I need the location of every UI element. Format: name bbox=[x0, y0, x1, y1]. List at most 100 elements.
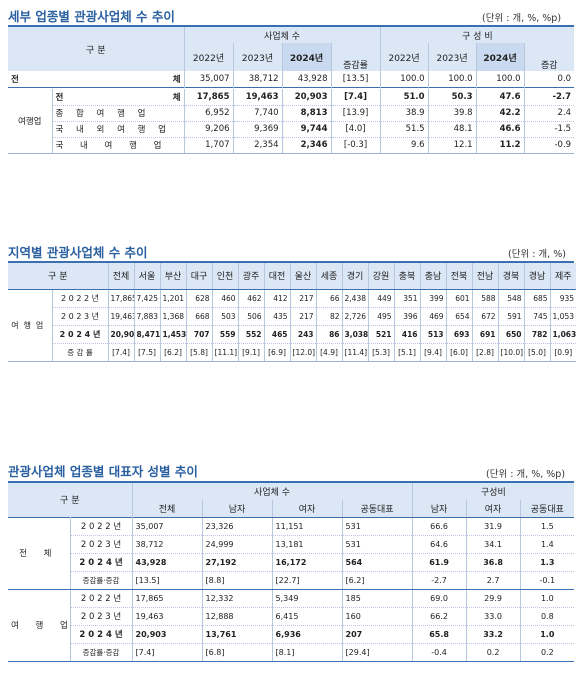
t3-cell: 17,865 bbox=[132, 589, 203, 608]
t2-col-head: 충남 bbox=[420, 263, 447, 290]
t1-total-v: 0.0 bbox=[557, 73, 572, 84]
t3-row: 2 0 2 4 년 43,928 27,192 16,172 564 61.9 36.8 1.… bbox=[8, 553, 575, 572]
t3-cell: 33.0 bbox=[466, 607, 521, 626]
t2-cell: [6.0] bbox=[446, 343, 473, 362]
t2-cell: 654 bbox=[446, 307, 473, 326]
t1-table: 구 분 사업체 수 구 성 비 2022년 2023년 2024년 증감률 20… bbox=[8, 27, 575, 154]
t3-cell: 29.9 bbox=[466, 589, 521, 608]
t1-cell: 47.6 bbox=[476, 89, 525, 106]
t3-col-head: 전체 bbox=[132, 500, 203, 518]
t1-cell: 46.6 bbox=[476, 121, 525, 138]
t3-cell: 564 bbox=[342, 553, 413, 572]
t1-cell: 42.2 bbox=[476, 105, 525, 122]
t1-cell: 9,744 bbox=[282, 121, 332, 138]
t2-cell: 668 bbox=[186, 307, 213, 326]
t1-row: 종 합 여 행 업 6,952 7,740 8,813 [13.9] 38.9 … bbox=[8, 105, 575, 122]
t1-cell: -2.7 bbox=[524, 89, 575, 106]
t2-cell: 82 bbox=[316, 307, 343, 326]
t2-cell: [9.1] bbox=[238, 343, 265, 362]
t3-cell: [6.8] bbox=[202, 643, 273, 662]
t3-cell: 0.8 bbox=[520, 607, 575, 626]
t2-col-head: 서울 bbox=[134, 263, 161, 290]
t2-cell: 8,471 bbox=[134, 325, 161, 344]
t3-row-label: 2 0 2 3 년 bbox=[70, 535, 133, 554]
t3-cell: 5,349 bbox=[272, 589, 343, 608]
t1-unit: (단위 : 개, %, %p) bbox=[482, 13, 562, 24]
t2-col-head: 강원 bbox=[368, 263, 395, 290]
t1-cell: 50.3 bbox=[428, 89, 477, 106]
t2-cell: [11.1] bbox=[212, 343, 239, 362]
t3-cell: 61.9 bbox=[412, 553, 467, 572]
t3-row: 2 0 2 3 년 19,463 12,888 6,415 160 66.2 33.0 0.8 bbox=[8, 607, 575, 626]
t2-col-head: 울산 bbox=[290, 263, 317, 290]
t3-cell: 64.6 bbox=[412, 535, 467, 554]
t2-cell: 17,865 bbox=[108, 289, 135, 308]
t1-cell: -1.5 bbox=[524, 121, 575, 138]
t2-cell: 685 bbox=[524, 289, 551, 308]
t3-cell: 24,999 bbox=[202, 535, 273, 554]
t2-cell: 628 bbox=[186, 289, 213, 308]
t1-row-label: 국 내 여 행 업 bbox=[52, 137, 185, 154]
t3-cell: 1.0 bbox=[520, 625, 575, 644]
t2-cell: [6.9] bbox=[264, 343, 291, 362]
t3-row-label: 2 0 2 2 년 bbox=[70, 517, 133, 536]
t2-cell: 601 bbox=[446, 289, 473, 308]
t3-cell: 1.3 bbox=[520, 553, 575, 572]
t2-cell: 7,883 bbox=[134, 307, 161, 326]
t1-cell: 2,346 bbox=[282, 137, 332, 154]
t2-cell: [11.4] bbox=[342, 343, 369, 362]
t1-cell: 11.2 bbox=[476, 137, 525, 154]
t2-cell: 591 bbox=[498, 307, 525, 326]
t2-col-head: 부산 bbox=[160, 263, 187, 290]
t2-row: 2 0 2 3 년19,4637,8831,368668503506435217… bbox=[8, 307, 577, 326]
t2-cell: 7,425 bbox=[134, 289, 161, 308]
t2-cell: 217 bbox=[290, 289, 317, 308]
t1-total-v: 100.0 bbox=[476, 71, 525, 87]
t3-group: 여 행 업 bbox=[8, 589, 71, 662]
t2-cell: 462 bbox=[238, 289, 265, 308]
t1-cell: 2,354 bbox=[233, 137, 283, 154]
t2-col-head: 전북 bbox=[446, 263, 473, 290]
t1-cell: [4.0] bbox=[331, 121, 381, 138]
t3-cell: 23,326 bbox=[202, 517, 273, 536]
t2-cell: 745 bbox=[524, 307, 551, 326]
t2-cell: 588 bbox=[472, 289, 499, 308]
t3-title: 관광사업체 업종별 대표자 성별 추이 bbox=[8, 464, 198, 479]
t3-col-head: 여자 bbox=[272, 500, 343, 518]
t1-y2b: 2023년 bbox=[428, 43, 477, 71]
t1-row-label: 종 합 여 행 업 bbox=[52, 105, 185, 122]
t2-cell: 86 bbox=[316, 325, 343, 344]
t3-cell: [13.5] bbox=[132, 571, 203, 590]
t1-cell: 51.5 bbox=[380, 121, 429, 138]
t1-y1b: 2022년 bbox=[380, 43, 429, 71]
t3-cell: 0.2 bbox=[520, 643, 575, 662]
t1-cell: [13.9] bbox=[331, 105, 381, 122]
t2-row-label: 2 0 2 4 년 bbox=[52, 325, 109, 344]
t3-cell: 531 bbox=[342, 535, 413, 554]
t1-cell: [-0.3] bbox=[331, 137, 381, 154]
t3-cell: 0.2 bbox=[466, 643, 521, 662]
t3-col-head: 공동대표 bbox=[520, 500, 575, 518]
t1-cell: -0.9 bbox=[524, 137, 575, 154]
t3-row-label: 증감률·증감 bbox=[70, 571, 133, 590]
t1-cell: 20,903 bbox=[282, 89, 332, 106]
t3-col-head: 남자 bbox=[412, 500, 467, 518]
t2-cell: 1,368 bbox=[160, 307, 187, 326]
t1-cell: 51.0 bbox=[380, 89, 429, 106]
t2-cell: 935 bbox=[550, 289, 577, 308]
t1-cell: 38.9 bbox=[380, 105, 429, 122]
t3-cell: 1.5 bbox=[520, 517, 575, 536]
t2-cell: 19,463 bbox=[108, 307, 135, 326]
t3-cell: [8.1] bbox=[272, 643, 343, 662]
t3-cell: 36.8 bbox=[466, 553, 521, 572]
t1-total-v: 43,928 bbox=[282, 71, 332, 87]
t3-cell: [7.4] bbox=[132, 643, 203, 662]
t2-cell: 503 bbox=[212, 307, 239, 326]
t2-cell: 513 bbox=[420, 325, 447, 344]
t2-cell: [5.3] bbox=[368, 343, 395, 362]
t2-col-head: 대전 bbox=[264, 263, 291, 290]
t2-cell: 2,438 bbox=[342, 289, 369, 308]
t3-cell: 33.2 bbox=[466, 625, 521, 644]
